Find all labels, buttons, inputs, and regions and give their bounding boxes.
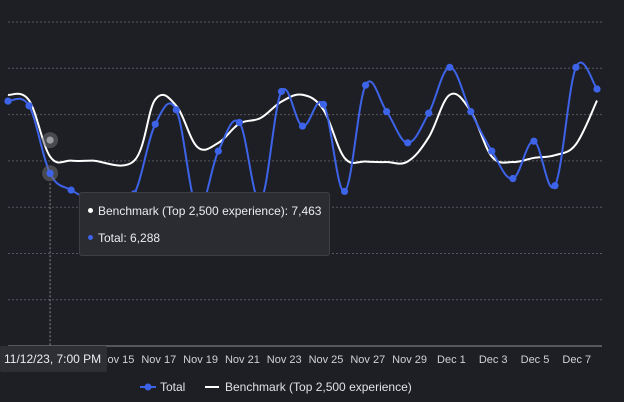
x-tick-label: Nov 15 (100, 354, 135, 366)
x-tick-label: Dec 3 (479, 354, 508, 366)
total-series[interactable] (4, 61, 601, 213)
total-data-point[interactable] (151, 120, 159, 128)
legend-total-marker (144, 383, 152, 391)
legend-benchmark-label: Benchmark (Top 2,500 experience) (225, 380, 412, 394)
total-data-point[interactable] (593, 85, 601, 93)
hover-benchmark-marker (46, 136, 54, 144)
total-data-point[interactable] (467, 107, 475, 116)
benchmark-line (7, 92, 598, 167)
x-axis-ticks: Nov 15 Nov 17 Nov 19 Nov 21 Nov 23 Nov 25 Nov … (100, 354, 592, 366)
legend[interactable]: Total Benchmark (Top 2,500 experience) (140, 380, 412, 394)
legend-item-total[interactable]: Total (140, 380, 185, 394)
x-tick-label: Nov 29 (392, 354, 427, 366)
total-data-point[interactable] (277, 87, 286, 96)
x-axis-hover-label: 11/12/23, 7:00 PM (0, 346, 108, 372)
total-data-point[interactable] (67, 186, 75, 194)
total-data-point[interactable] (4, 97, 12, 105)
x-tick-label: Dec 1 (437, 354, 466, 366)
total-data-point[interactable] (214, 147, 222, 155)
tooltip-row-total: Total: 6,288 (88, 224, 321, 251)
total-data-point[interactable] (25, 102, 33, 110)
total-data-point[interactable] (362, 81, 370, 89)
hover-tooltip: Benchmark (Top 2,500 experience): 7,463 … (79, 192, 331, 256)
x-tick-label: Dec 5 (521, 354, 550, 366)
total-data-point[interactable] (572, 63, 580, 71)
total-data-point[interactable] (551, 182, 559, 190)
benchmark-series (7, 92, 598, 167)
x-tick-label: Nov 25 (309, 354, 344, 366)
x-tick-label: Dec 7 (562, 354, 591, 366)
total-data-point[interactable] (509, 174, 517, 183)
total-data-point[interactable] (319, 100, 328, 108)
legend-item-benchmark[interactable]: Benchmark (Top 2,500 experience) (205, 380, 412, 394)
total-data-point[interactable] (425, 109, 433, 117)
tooltip-total-dot (88, 235, 93, 240)
legend-total-label: Total (160, 380, 185, 394)
tooltip-benchmark-text: Benchmark (Top 2,500 experience): 7,463 (98, 203, 322, 218)
x-tick-label: Nov 23 (267, 354, 302, 366)
total-data-point[interactable] (235, 118, 243, 127)
tooltip-benchmark-dot (88, 208, 93, 213)
hover-markers (42, 132, 59, 346)
total-data-point[interactable] (340, 187, 349, 196)
total-data-point[interactable] (172, 106, 180, 114)
total-data-point[interactable] (404, 139, 412, 147)
total-data-point[interactable] (383, 107, 391, 116)
x-tick-label: Nov 19 (183, 354, 218, 366)
tooltip-total-text: Total: 6,288 (98, 230, 161, 245)
total-data-point[interactable] (298, 122, 307, 130)
hover-total-marker (46, 169, 54, 177)
x-tick-label: Nov 17 (141, 354, 176, 366)
total-data-point[interactable] (446, 63, 454, 71)
x-tick-label: Nov 27 (350, 354, 385, 366)
gridlines (8, 21, 603, 347)
total-data-point[interactable] (488, 147, 496, 155)
tooltip-row-benchmark: Benchmark (Top 2,500 experience): 7,463 (88, 197, 321, 224)
total-line (7, 61, 598, 211)
total-data-point[interactable] (530, 137, 538, 145)
x-tick-label: Nov 21 (225, 354, 260, 366)
